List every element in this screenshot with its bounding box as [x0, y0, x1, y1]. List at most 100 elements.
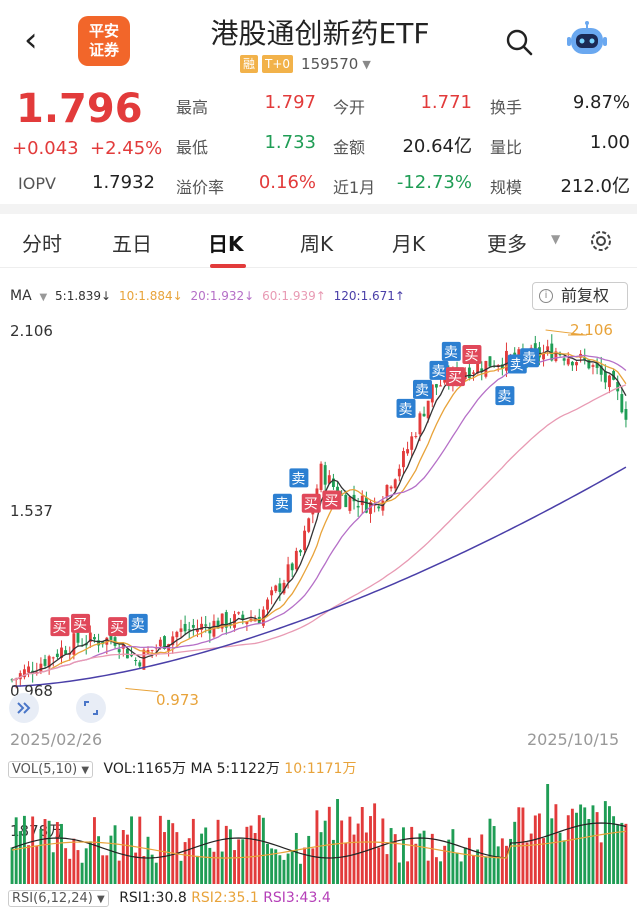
price-adjust-button[interactable]: i 前复权: [532, 282, 628, 310]
back-arrow-icon[interactable]: ‹: [24, 20, 38, 60]
candle-body: [282, 582, 286, 594]
volume-bar: [113, 825, 117, 884]
volume-bar: [163, 832, 166, 884]
sell-marker-label: 卖: [497, 389, 511, 405]
price-adjust-label: 前复权: [561, 286, 610, 305]
candle-body: [393, 479, 397, 489]
candle-body: [331, 478, 335, 487]
sell-marker: [441, 341, 461, 361]
volume-bar: [509, 838, 513, 884]
candle-body: [134, 660, 138, 662]
volume-bar: [245, 826, 249, 884]
volume-bar: [463, 847, 467, 884]
kline-chart[interactable]: 买买买卖卖卖买 买卖卖卖卖买买卖卖卖: [0, 310, 637, 725]
volume-indicator-label: VOL(5,10): [12, 762, 78, 777]
candle-body: [377, 506, 381, 509]
date-end: 2025/10/15: [527, 730, 620, 749]
volume-bar: [525, 842, 529, 884]
candle-body: [575, 362, 578, 366]
volume-indicator-select[interactable]: VOL(5,10) ▼: [8, 761, 94, 778]
volume-bar: [299, 863, 302, 884]
candle-body: [60, 647, 63, 658]
volume-bar: [249, 825, 253, 884]
more-caret-icon[interactable]: ▼: [551, 232, 561, 246]
turnover-value: 9.87%: [572, 92, 630, 113]
candle-body: [150, 649, 154, 651]
volume-bar: [93, 817, 96, 884]
volume-bar: [439, 861, 442, 884]
buy-marker-label: 买: [304, 497, 318, 513]
candle-body: [480, 368, 484, 373]
sell-marker: [495, 386, 515, 406]
volume-bar: [616, 825, 620, 884]
ma60-value: 60:1.939↑: [262, 289, 326, 303]
volume-bar: [47, 820, 51, 884]
volume-bar: [150, 854, 154, 884]
candle-body: [550, 343, 554, 361]
volume-bar: [286, 853, 290, 884]
candle-body: [554, 351, 558, 362]
volume-bar: [476, 849, 480, 884]
volume-bar: [187, 838, 191, 884]
candle-body: [307, 518, 311, 532]
active-tab-indicator: [210, 264, 246, 268]
volume-bar: [484, 856, 488, 884]
volume-bar: [191, 818, 195, 884]
volume-bar: [451, 829, 455, 884]
candle-body: [18, 673, 22, 680]
volume-bar: [459, 861, 463, 884]
sell-marker: [520, 348, 540, 368]
candle-body: [200, 623, 204, 630]
volume-bar: [266, 843, 269, 884]
candle-body: [191, 624, 195, 628]
volume-ratio-label: 量比: [490, 138, 523, 157]
buy-marker: [322, 490, 342, 510]
candle-body: [467, 367, 471, 379]
tab-weekly-k[interactable]: 周K: [300, 232, 334, 256]
volume-bar: [430, 833, 434, 884]
volume-bar: [253, 833, 257, 884]
volume-bar: [426, 860, 430, 884]
volume-bar: [216, 819, 220, 884]
volume-bar: [369, 816, 372, 884]
expand-left-button[interactable]: [9, 693, 39, 723]
candle-body: [352, 494, 356, 502]
tab-five-day[interactable]: 五日: [112, 232, 152, 256]
volume-bar: [377, 847, 381, 884]
candle-body: [158, 639, 162, 647]
sell-marker: [429, 360, 449, 380]
volume-bar: [344, 842, 348, 884]
tab-monthly-k[interactable]: 月K: [392, 232, 426, 256]
volume-bar: [434, 857, 438, 884]
ma-caret-icon[interactable]: ▼: [39, 292, 48, 303]
rsi-indicator-select[interactable]: RSI(6,12,24) ▼: [8, 890, 109, 907]
buy-marker-label: 买: [448, 370, 462, 386]
buy-marker: [108, 617, 128, 637]
fullscreen-button[interactable]: [76, 693, 106, 723]
candle-body: [587, 359, 591, 369]
volume-bar: [467, 837, 471, 884]
tab-daily-k[interactable]: 日K: [208, 232, 244, 256]
code-dropdown-caret-icon[interactable]: ▼: [362, 57, 371, 71]
tab-more[interactable]: 更多: [487, 232, 527, 256]
stock-subinfo: 融 T+0 159570 ▼: [240, 54, 371, 74]
candle-body: [542, 352, 545, 360]
candle-body: [196, 628, 199, 632]
candle-body: [237, 612, 241, 614]
tab-intraday[interactable]: 分时: [22, 232, 62, 256]
volume-bar: [608, 806, 611, 884]
volume-bar: [307, 835, 311, 884]
ai-assistant-robot-icon[interactable]: [565, 20, 609, 60]
volume-bar: [228, 829, 232, 884]
candle-body: [385, 485, 389, 497]
volume-bar: [352, 834, 356, 884]
volume-bar: [84, 848, 88, 884]
volume-chart[interactable]: [0, 778, 637, 886]
candle-body: [274, 585, 278, 592]
candle-body: [356, 505, 360, 508]
candle-body: [216, 620, 220, 629]
settings-gear-icon[interactable]: [588, 228, 614, 254]
candle-body: [389, 486, 393, 489]
search-icon[interactable]: [505, 28, 533, 56]
volume-bar: [533, 815, 537, 884]
